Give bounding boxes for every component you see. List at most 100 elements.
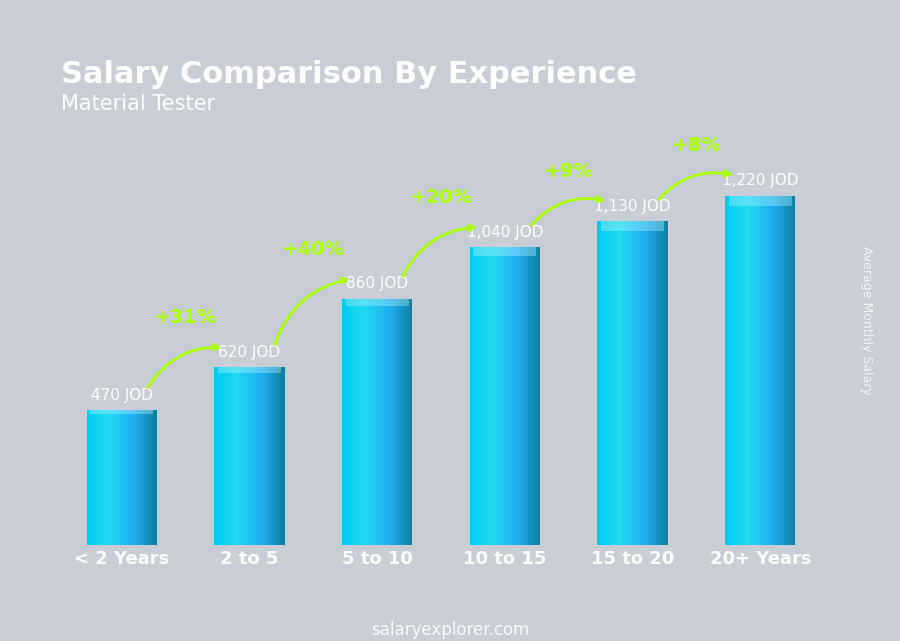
Bar — [238, 367, 240, 545]
Bar — [356, 299, 358, 545]
Bar — [756, 196, 758, 545]
Bar — [149, 410, 152, 545]
Bar — [746, 196, 749, 545]
Text: +8%: +8% — [671, 137, 721, 156]
Bar — [389, 299, 392, 545]
Text: 860 JOD: 860 JOD — [346, 276, 409, 292]
Bar — [470, 247, 472, 545]
Bar — [774, 196, 777, 545]
Bar — [396, 299, 398, 545]
Bar — [110, 410, 112, 545]
Text: Average Monthly Salary: Average Monthly Salary — [860, 246, 873, 395]
Bar — [91, 410, 94, 545]
Bar — [621, 221, 623, 545]
Bar — [607, 221, 609, 545]
Bar — [661, 221, 663, 545]
Bar — [361, 299, 363, 545]
Bar — [524, 247, 526, 545]
Bar — [377, 299, 380, 545]
Bar — [275, 367, 277, 545]
Bar — [659, 221, 661, 545]
Bar — [779, 196, 781, 545]
Bar — [217, 367, 219, 545]
Bar — [346, 299, 349, 545]
Bar — [398, 299, 400, 545]
Bar — [131, 410, 133, 545]
Bar — [496, 247, 498, 545]
Bar — [505, 247, 508, 545]
Bar — [762, 196, 765, 545]
Bar — [498, 247, 500, 545]
Bar — [623, 221, 626, 545]
Bar — [129, 410, 131, 545]
Bar — [742, 196, 744, 545]
Bar — [614, 221, 617, 545]
Bar — [254, 367, 256, 545]
Bar — [256, 367, 259, 545]
Bar — [386, 299, 389, 545]
Bar — [233, 367, 235, 545]
Bar — [473, 247, 536, 256]
Bar — [489, 247, 491, 545]
Bar — [126, 410, 129, 545]
Bar — [271, 367, 273, 545]
Bar — [259, 367, 261, 545]
Bar — [155, 410, 157, 545]
Bar — [517, 247, 519, 545]
Bar — [482, 247, 484, 545]
Bar — [264, 367, 266, 545]
Bar — [400, 299, 403, 545]
Bar — [521, 247, 524, 545]
Bar — [114, 410, 117, 545]
Bar — [744, 196, 746, 545]
Bar — [628, 221, 630, 545]
Bar — [609, 221, 611, 545]
Bar — [477, 247, 479, 545]
Text: Salary Comparison By Experience: Salary Comparison By Experience — [61, 60, 636, 88]
Bar — [637, 221, 640, 545]
Bar — [342, 299, 345, 545]
Bar — [630, 221, 633, 545]
Text: +31%: +31% — [154, 308, 217, 328]
Bar — [599, 221, 602, 545]
Bar — [656, 221, 659, 545]
Bar — [536, 247, 537, 545]
Bar — [725, 196, 727, 545]
Text: 620 JOD: 620 JOD — [219, 345, 281, 360]
Bar — [633, 221, 635, 545]
Bar — [86, 410, 89, 545]
Bar — [120, 410, 122, 545]
Bar — [382, 299, 384, 545]
Bar — [354, 299, 356, 545]
Bar — [479, 247, 482, 545]
Bar — [486, 247, 489, 545]
Bar — [370, 299, 373, 545]
Bar — [649, 221, 652, 545]
Bar — [245, 367, 247, 545]
Bar — [474, 247, 477, 545]
Bar — [221, 367, 223, 545]
Bar — [519, 247, 521, 545]
Bar — [602, 221, 605, 545]
Text: 1,130 JOD: 1,130 JOD — [594, 199, 670, 214]
Bar — [235, 367, 238, 545]
Text: salaryexplorer.com: salaryexplorer.com — [371, 620, 529, 638]
Bar — [249, 367, 252, 545]
Text: 1,040 JOD: 1,040 JOD — [466, 225, 543, 240]
Bar — [368, 299, 370, 545]
Bar — [247, 367, 249, 545]
Bar — [484, 247, 486, 545]
Bar — [405, 299, 408, 545]
Bar — [618, 221, 621, 545]
Text: +9%: +9% — [544, 162, 593, 181]
Bar — [242, 367, 245, 545]
Bar — [737, 196, 739, 545]
Bar — [727, 196, 730, 545]
Bar — [140, 410, 143, 545]
Bar — [101, 410, 103, 545]
Bar — [788, 196, 791, 545]
Bar — [103, 410, 105, 545]
Bar — [768, 196, 769, 545]
Bar — [635, 221, 637, 545]
Bar — [373, 299, 374, 545]
